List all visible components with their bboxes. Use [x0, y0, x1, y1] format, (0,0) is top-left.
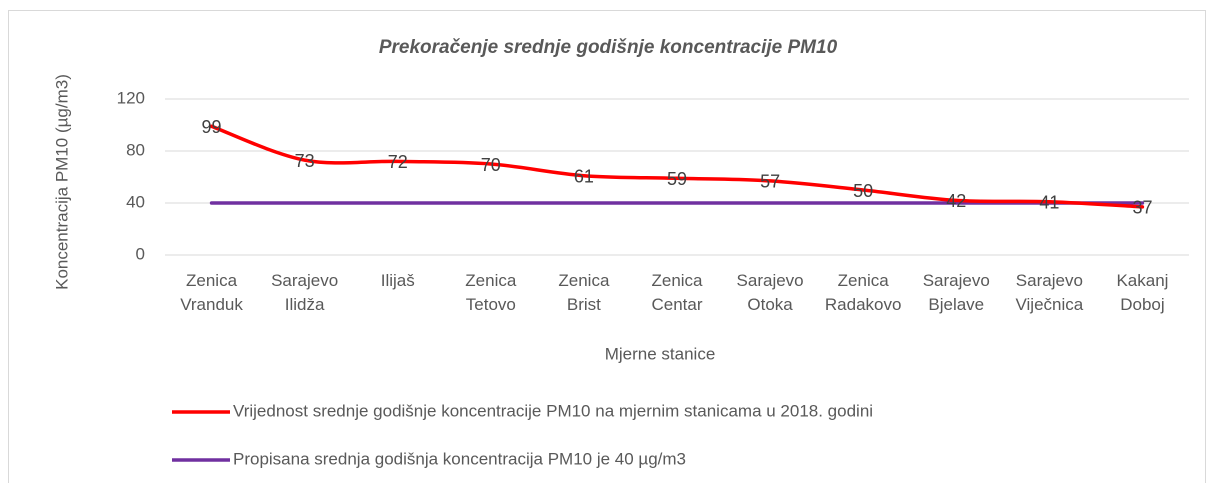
chart-title: Prekoračenje srednje godišnje koncentrac… [379, 37, 838, 58]
legend-label: Vrijednost srednje godišnje koncentracij… [233, 401, 873, 420]
y-tick-label: 120 [117, 88, 145, 107]
x-tick-label: Zenica Radakovo [825, 271, 902, 314]
x-tick-label: Zenica Vranduk [180, 271, 243, 314]
x-tick-label: Zenica Centar [651, 271, 703, 314]
data-label: 42 [946, 191, 966, 211]
data-label: 70 [481, 155, 501, 175]
x-tick-label: Zenica Brist [558, 271, 610, 314]
y-tick-label: 40 [126, 192, 145, 211]
data-label: 73 [295, 151, 315, 171]
x-tick-label: Zenica Tetovo [465, 271, 517, 314]
x-tick-label: Sarajevo Ilidža [271, 271, 338, 314]
x-tick-label: Sarajevo Bjelave [923, 271, 990, 314]
data-label: 59 [667, 169, 687, 189]
y-tick-label: 80 [126, 140, 145, 159]
data-label: 50 [853, 181, 873, 201]
data-label: 57 [760, 172, 780, 192]
chart-border [8, 10, 1206, 483]
x-tick-label: Sarajevo Otoka [737, 271, 804, 314]
data-label: 37 [1132, 198, 1152, 218]
data-label: 99 [202, 117, 222, 137]
x-tick-label: Kakanj Doboj [1116, 271, 1168, 314]
data-label: 72 [388, 152, 408, 172]
x-tick-label: Sarajevo Viječnica [1015, 271, 1083, 314]
x-tick-label: Ilijaš [381, 271, 415, 290]
series-line [209, 124, 1145, 209]
y-tick-label: 0 [136, 244, 145, 263]
y-axis-title: Koncentracija PM10 (µg/m3) [52, 74, 71, 290]
legend-label: Propisana srednja godišnja koncentracija… [233, 449, 686, 468]
data-label: 41 [1039, 192, 1059, 212]
x-axis-title: Mjerne stanice [605, 344, 716, 363]
data-label: 61 [574, 166, 594, 186]
